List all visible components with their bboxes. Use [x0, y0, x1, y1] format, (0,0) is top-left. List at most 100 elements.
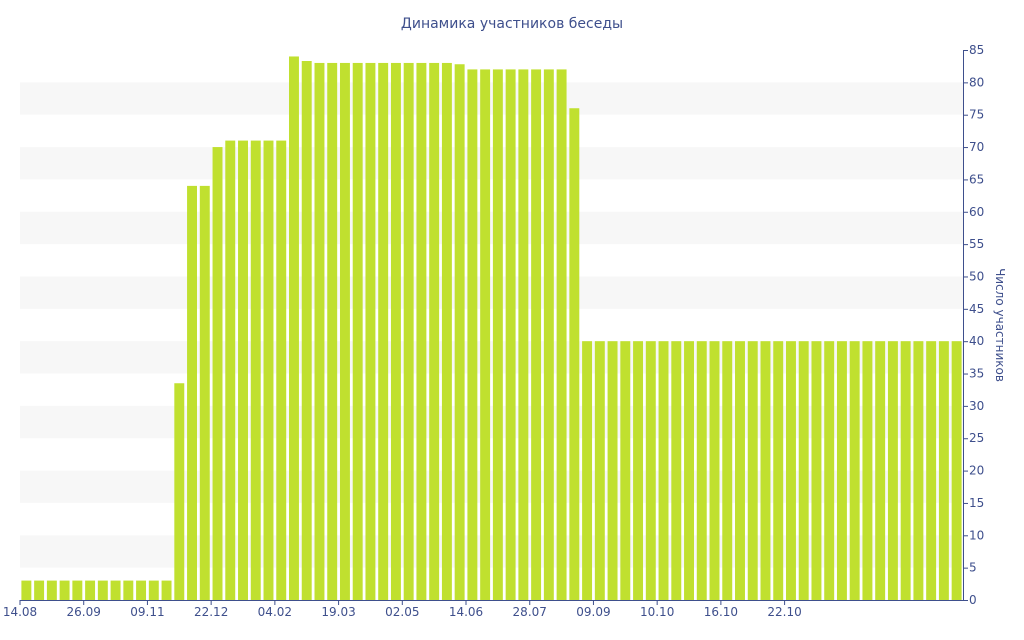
bar[interactable] [773, 341, 784, 600]
y-tick-label: 30 [969, 399, 984, 413]
grid-band [20, 147, 963, 180]
bar[interactable] [238, 140, 248, 600]
bar[interactable] [34, 580, 45, 600]
bar[interactable] [824, 341, 835, 600]
x-tick-label: 26.09 [67, 605, 101, 619]
x-tick-label: 04.02 [258, 605, 292, 619]
bar[interactable] [403, 62, 414, 600]
grid-band [20, 470, 963, 503]
x-tick-label: 14.06 [449, 605, 483, 619]
bar[interactable] [505, 69, 516, 600]
bar[interactable] [148, 580, 159, 600]
bar[interactable] [556, 69, 567, 600]
y-tick-label: 15 [969, 496, 984, 510]
bar[interactable] [429, 62, 440, 600]
y-tick-label: 35 [969, 367, 984, 381]
bars [21, 56, 962, 601]
bar[interactable] [594, 341, 605, 600]
bar[interactable] [378, 62, 389, 600]
bar[interactable] [454, 64, 465, 601]
bar[interactable] [709, 341, 720, 600]
bar[interactable] [658, 341, 669, 600]
bar[interactable] [543, 69, 554, 600]
bar[interactable] [416, 62, 427, 600]
bar[interactable] [951, 341, 962, 600]
bar[interactable] [276, 140, 287, 600]
x-tick-label: 22.10 [767, 605, 801, 619]
bar[interactable] [365, 62, 376, 600]
y-tick-label: 45 [969, 302, 984, 316]
bar[interactable] [136, 580, 147, 600]
y-tick-label: 55 [969, 237, 984, 251]
bar[interactable] [760, 341, 771, 600]
bar[interactable] [938, 341, 949, 600]
bar[interactable] [913, 341, 924, 600]
y-tick-label: 70 [969, 140, 984, 154]
bar[interactable] [696, 341, 707, 600]
bar[interactable] [926, 341, 937, 600]
bar[interactable] [747, 341, 758, 600]
bar[interactable] [480, 69, 491, 600]
bar[interactable] [786, 341, 796, 600]
bar[interactable] [836, 341, 847, 600]
bar[interactable] [875, 341, 886, 600]
bar[interactable] [811, 341, 822, 600]
bar[interactable] [97, 580, 108, 600]
bar[interactable] [212, 147, 223, 600]
bar[interactable] [620, 341, 631, 600]
y-tick-label: 5 [969, 561, 977, 575]
bar[interactable] [187, 185, 197, 600]
bar[interactable] [352, 62, 363, 600]
bar[interactable] [289, 56, 299, 601]
grid-band [20, 405, 963, 439]
y-axis-ticks: 0 5 10 15 20 25 30 35 40 45 50 55 60 65 70 75 80 85 [963, 43, 984, 607]
bar[interactable] [645, 341, 656, 600]
bar[interactable] [174, 383, 185, 600]
bar[interactable] [46, 580, 57, 600]
bar[interactable] [225, 140, 236, 600]
bar[interactable] [518, 69, 529, 600]
bar[interactable] [314, 62, 325, 600]
bar[interactable] [569, 108, 580, 601]
bar[interactable] [900, 341, 911, 600]
bar[interactable] [492, 69, 503, 600]
y-tick-label: 20 [969, 464, 984, 478]
bar[interactable] [72, 580, 83, 600]
bar[interactable] [199, 185, 210, 600]
bar[interactable] [735, 341, 745, 600]
bar[interactable] [671, 341, 682, 600]
bar[interactable] [684, 341, 694, 600]
bar[interactable] [633, 341, 644, 600]
bar[interactable] [607, 341, 618, 600]
x-tick-label: 10.10 [640, 605, 674, 619]
bar[interactable] [161, 580, 172, 600]
bar[interactable] [110, 580, 121, 600]
bar[interactable] [59, 580, 70, 600]
bar[interactable] [339, 62, 350, 600]
bar[interactable] [123, 580, 134, 600]
y-tick-label: 10 [969, 528, 984, 542]
bar[interactable] [467, 69, 478, 600]
bar[interactable] [85, 580, 96, 600]
bar[interactable] [887, 341, 898, 600]
grid-band [20, 341, 963, 374]
bar[interactable] [301, 61, 312, 600]
bar[interactable] [390, 62, 401, 600]
x-tick-label: 02.05 [385, 605, 419, 619]
bar[interactable] [531, 69, 542, 600]
bar[interactable] [849, 341, 860, 600]
bar[interactable] [722, 341, 733, 600]
bar[interactable] [250, 140, 261, 600]
bar[interactable] [582, 341, 593, 600]
bar[interactable] [862, 341, 873, 600]
x-tick-label: 22.12 [194, 605, 228, 619]
x-axis-ticks: 14.08 26.09 09.11 22.12 04.02 19.03 02.05 14.06… [3, 600, 802, 619]
bar[interactable] [327, 62, 338, 600]
x-tick-label: 14.08 [3, 605, 37, 619]
bar[interactable] [798, 341, 809, 600]
bar[interactable] [441, 62, 452, 600]
x-tick-label: 09.11 [130, 605, 164, 619]
bar[interactable] [21, 580, 32, 600]
bar[interactable] [263, 140, 274, 600]
